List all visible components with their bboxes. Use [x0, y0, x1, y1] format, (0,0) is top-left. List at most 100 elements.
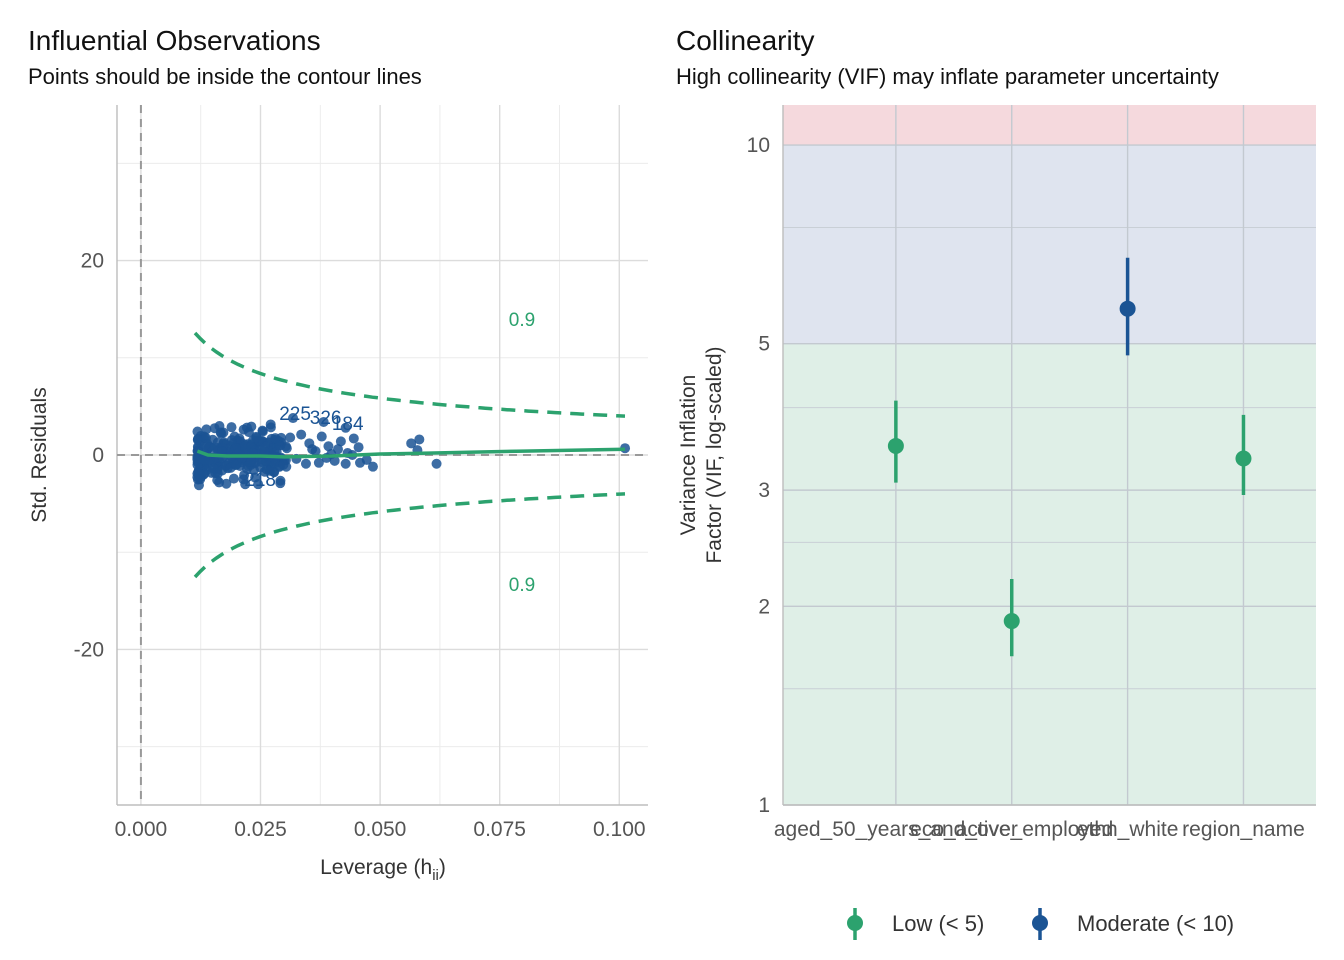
observation-point	[240, 479, 251, 490]
y-tick-label: 3	[758, 479, 770, 502]
influence-panel: Influential Observations Points should b…	[28, 25, 648, 884]
x-category-label: ethn_white	[1077, 818, 1179, 841]
x-category-label: aged_50_years_and_over	[774, 818, 1018, 841]
vif-bands	[783, 105, 1316, 805]
vif-band-low	[783, 343, 1316, 805]
influence-ticks: 0.000 0.025 0.050 0.075 0.100 -20 0 20	[74, 250, 646, 841]
observation-point	[340, 458, 351, 469]
observation-point	[238, 424, 249, 435]
y-tick-label: 5	[758, 333, 770, 356]
x-tick-label: 0.050	[354, 818, 407, 841]
influence-subtitle: Points should be inside the contour line…	[28, 64, 422, 89]
observation-point	[231, 459, 242, 470]
observation-point	[246, 456, 257, 467]
influence-gridlines	[116, 105, 648, 806]
y-tick-label: 2	[758, 595, 770, 618]
observation-point	[406, 438, 417, 449]
observation-point	[264, 465, 275, 476]
vif-point	[887, 437, 904, 454]
y-tick-label: 20	[81, 250, 104, 273]
observation-point	[221, 478, 232, 489]
observation-point	[285, 432, 296, 443]
x-tick-label: 0.100	[593, 818, 646, 841]
observation-point	[230, 443, 241, 454]
observation-point	[226, 422, 237, 433]
legend-label: Low (< 5)	[892, 911, 984, 936]
vif-point	[1003, 613, 1020, 630]
observation-point	[361, 454, 372, 465]
influence-x-axis-label: Leverage (hii)	[320, 856, 446, 884]
observation-point	[323, 441, 334, 452]
upper-contour-label: 0.9	[509, 310, 535, 331]
collinearity-subtitle: High collinearity (VIF) may inflate para…	[676, 64, 1219, 89]
influential-point-label: 225	[279, 404, 311, 425]
observation-point	[201, 424, 212, 435]
observation-point	[414, 434, 425, 445]
observation-point	[275, 478, 286, 489]
upper-cook-contour	[193, 331, 626, 418]
vif-point	[1235, 450, 1252, 467]
observation-point	[208, 463, 219, 474]
legend-key-point	[1032, 915, 1048, 931]
y-tick-label: -20	[74, 638, 104, 661]
observation-point	[251, 433, 262, 444]
y-tick-label: 1	[758, 794, 770, 817]
x-category-label: region_name	[1182, 818, 1305, 841]
x-tick-label: 0.000	[115, 818, 168, 841]
y-tick-label: 0	[92, 444, 104, 467]
observation-point	[199, 454, 210, 465]
influence-title: Influential Observations	[28, 25, 321, 56]
observation-point	[265, 419, 276, 430]
observation-point	[307, 444, 318, 455]
vif-point	[1119, 300, 1136, 317]
influential-point	[253, 479, 264, 490]
observation-point	[257, 425, 268, 436]
legend-label: Moderate (< 10)	[1077, 911, 1234, 936]
collinearity-y-axis-label-line2: Factor (VIF, log-scaled)	[703, 346, 726, 563]
influential-point	[288, 413, 299, 424]
collinearity-ticks: 1 2 3 5 10 aged_50_years_and_overeco_active_e…	[747, 134, 1305, 841]
observation-point	[270, 433, 281, 444]
observation-point	[212, 475, 223, 486]
collinearity-title: Collinearity	[676, 25, 815, 56]
observation-point	[214, 421, 225, 432]
observation-point	[367, 461, 378, 472]
observation-point	[353, 442, 364, 453]
vif-band-high	[783, 105, 1316, 146]
influential-point-label: 326	[310, 408, 342, 429]
influential-point-label: 218	[244, 470, 276, 491]
observation-point	[300, 458, 311, 469]
lower-contour-label: 0.9	[509, 575, 535, 596]
influential-point	[318, 416, 329, 427]
collinearity-marks	[887, 257, 1252, 657]
collinearity-y-axis-label-line1: Variance Inflation	[677, 375, 700, 536]
collinearity-panel: Collinearity High collinearity (VIF) may…	[676, 25, 1316, 940]
observation-point	[195, 474, 206, 485]
x-tick-label: 0.075	[473, 818, 526, 841]
influential-point	[340, 422, 351, 433]
observation-point	[259, 446, 270, 457]
observation-point	[278, 459, 289, 470]
observation-point	[348, 433, 359, 444]
collinearity-gridlines	[782, 105, 1316, 806]
vif-band-moderate	[783, 145, 1316, 344]
observation-point	[313, 457, 324, 468]
observation-point	[431, 458, 442, 469]
observation-point	[296, 429, 307, 440]
lower-cook-contour	[193, 492, 626, 579]
y-tick-label: 10	[747, 134, 770, 157]
observation-point	[316, 431, 327, 442]
observation-point	[192, 454, 203, 465]
x-tick-label: 0.025	[234, 818, 287, 841]
loess-smoother-line	[196, 447, 626, 459]
observation-point	[217, 446, 228, 457]
observation-point	[281, 443, 292, 454]
observation-point	[228, 473, 239, 484]
observation-point	[200, 432, 211, 443]
legend-key-point	[847, 915, 863, 931]
influence-y-axis-label: Std. Residuals	[28, 387, 51, 522]
observation-point	[192, 434, 203, 445]
collinearity-legend: Low (< 5) Moderate (< 10)	[847, 908, 1234, 940]
